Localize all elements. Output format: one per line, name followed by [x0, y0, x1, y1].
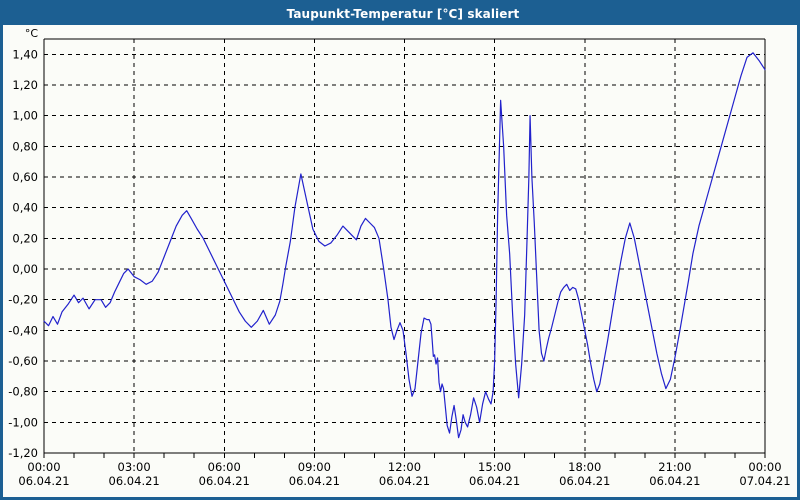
- x-tick-time-label: 03:00: [118, 460, 151, 474]
- x-tick-date-label: 06.04.21: [379, 474, 430, 488]
- y-tick-label: 1,20: [12, 78, 38, 92]
- y-tick-label: 0,60: [12, 170, 38, 184]
- x-tick-date-label: 06.04.21: [559, 474, 610, 488]
- x-tick-date-label: 07.04.21: [739, 474, 790, 488]
- y-tick-label: 1,40: [12, 47, 38, 61]
- x-tick-date-label: 06.04.21: [109, 474, 160, 488]
- y-tick-label: -0,60: [8, 354, 38, 368]
- x-tick-time-label: 12:00: [388, 460, 421, 474]
- page-title: Taupunkt-Temperatur [°C] skaliert: [286, 7, 520, 21]
- x-tick-date-label: 06.04.21: [649, 474, 700, 488]
- line-chart: 1,40 1,20 1,00 0,80 0,60 0,40 0,20 0,00 -0,20 -0,…: [8, 27, 790, 488]
- x-tick-time-label: 06:00: [208, 460, 241, 474]
- window-title-bar: Taupunkt-Temperatur [°C] skaliert: [3, 3, 797, 25]
- y-axis-unit-label: °C: [25, 27, 39, 40]
- y-tick-label: 0,40: [12, 201, 38, 215]
- data-series-line: [43, 52, 766, 439]
- y-tick-label: -0,40: [8, 323, 38, 337]
- y-tick-label: -1,00: [8, 415, 38, 429]
- x-tick-time-label: 18:00: [568, 460, 601, 474]
- x-tick-date-label: 06.04.21: [469, 474, 520, 488]
- x-tick-time-label: 00:00: [748, 460, 781, 474]
- x-tick-date-label: 06.04.21: [18, 474, 69, 488]
- y-tick-label: -1,20: [8, 446, 38, 460]
- x-tick-time-label: 09:00: [298, 460, 331, 474]
- x-tick-date-label: 06.04.21: [199, 474, 250, 488]
- y-tick-label: 1,00: [12, 109, 38, 123]
- x-tick-date-label: 06.04.21: [289, 474, 340, 488]
- y-tick-label: 0,20: [12, 231, 38, 245]
- x-tick-time-label: 21:00: [658, 460, 691, 474]
- x-tick-time-label: 15:00: [478, 460, 511, 474]
- y-tick-label: -0,20: [8, 293, 38, 307]
- y-tick-label: 0,80: [12, 139, 38, 153]
- plot-background: [44, 39, 765, 453]
- y-tick-label: 0,00: [12, 262, 38, 276]
- y-tick-label: -0,80: [8, 385, 38, 399]
- x-tick-time-label: 00:00: [27, 460, 60, 474]
- plot-canvas: 1,40 1,20 1,00 0,80 0,60 0,40 0,20 0,00 -0,20 -0,…: [3, 25, 797, 497]
